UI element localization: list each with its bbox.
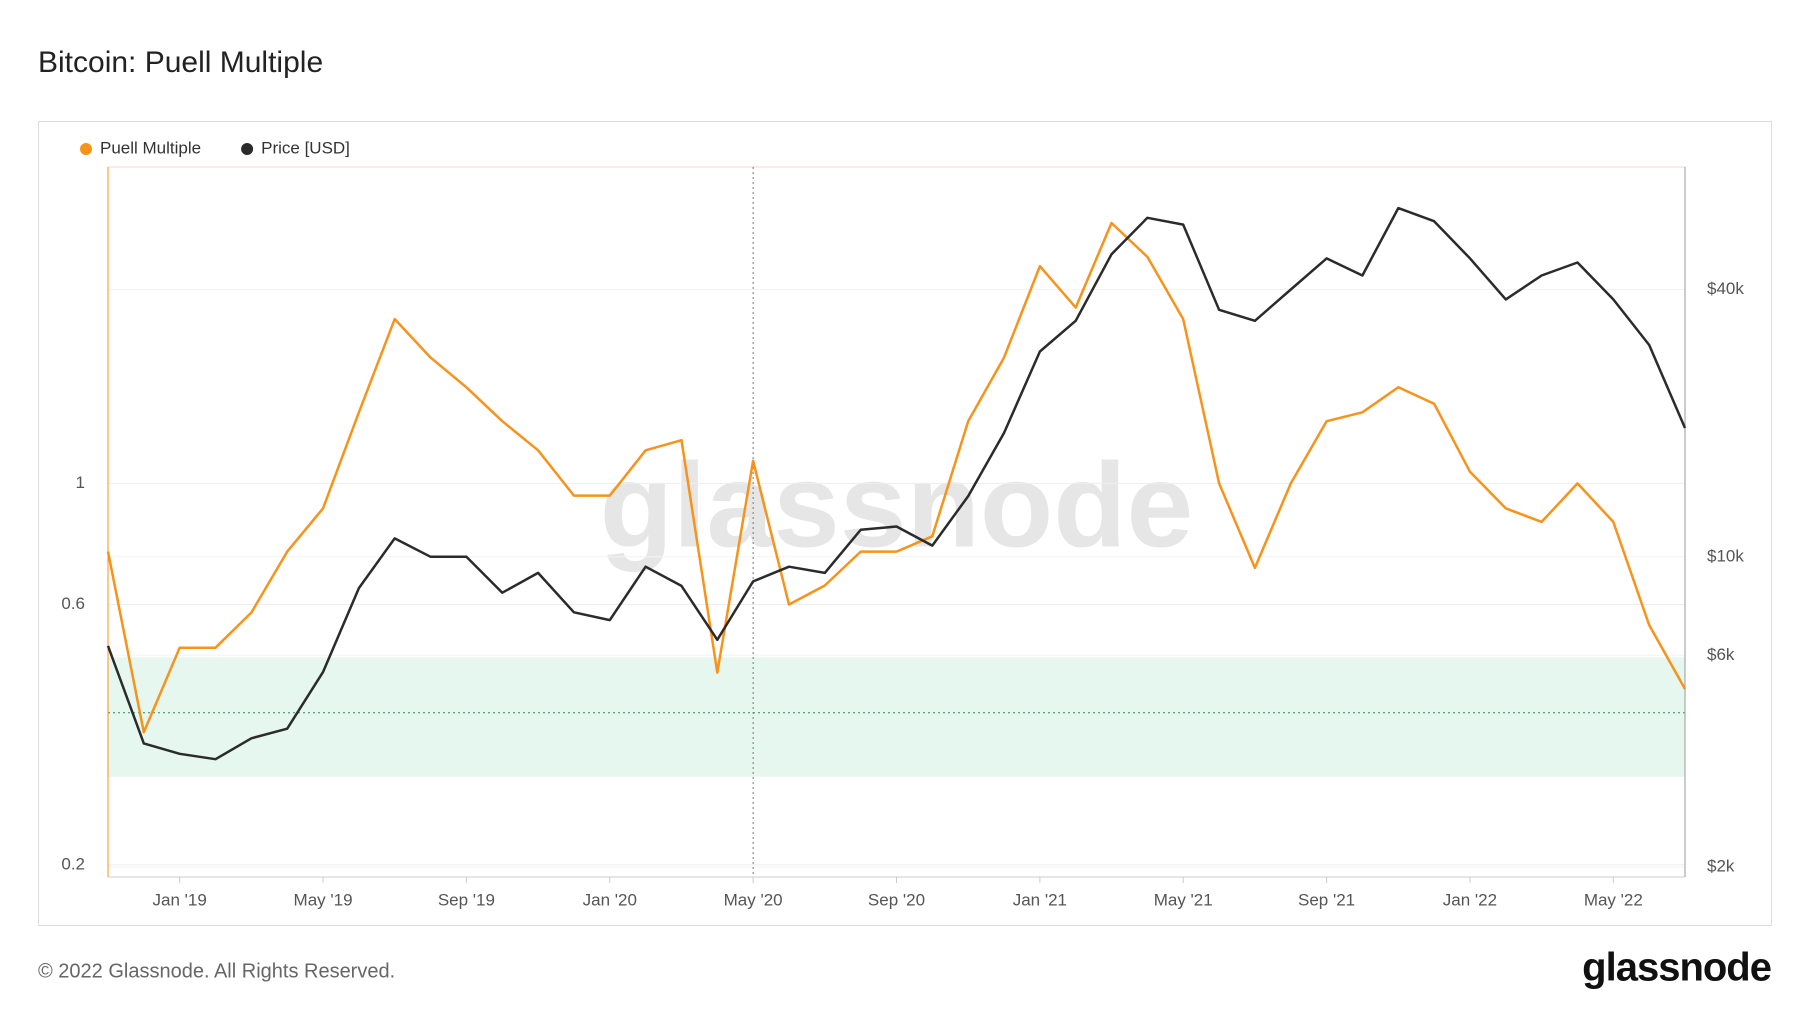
y-tick-label: 0.6 [61, 594, 85, 613]
y2-tick-label: $2k [1707, 857, 1735, 876]
series-line [106, 221, 1687, 734]
x-tick-label: Jan '19 [153, 890, 207, 909]
chart-title: Bitcoin: Puell Multiple [38, 46, 323, 79]
footer: © 2022 Glassnode. All Rights Reserved. [38, 960, 395, 982]
y2-tick-label: $10k [1707, 546, 1744, 565]
x-tick-label: Jan '20 [583, 890, 637, 909]
x-tick-label: May '21 [1154, 890, 1213, 909]
y-tick-label: 1 [76, 473, 85, 492]
x-tick-label: Jan '21 [1013, 890, 1067, 909]
logo: glassnode [1582, 946, 1771, 990]
x-tick-label: May '20 [724, 890, 783, 909]
x-tick-label: Sep '20 [868, 890, 925, 909]
legend-marker [241, 143, 254, 155]
x-tick-label: Sep '19 [438, 890, 495, 909]
legend-label: Price [USD] [261, 138, 350, 157]
y2-tick-label: $6k [1707, 645, 1735, 664]
series-line [106, 206, 1687, 761]
x-tick-label: Sep '21 [1298, 890, 1355, 909]
y-tick-label: 0.2 [61, 854, 85, 873]
panel [38, 121, 1772, 926]
y2-tick-label: $40k [1707, 279, 1744, 298]
legend-marker [80, 143, 92, 155]
x-tick-label: May '19 [294, 890, 353, 909]
highlight-band [108, 657, 1685, 777]
legend-label: Puell Multiple [100, 138, 201, 157]
x-tick-label: May '22 [1584, 890, 1643, 909]
x-tick-label: Jan '22 [1443, 890, 1497, 909]
